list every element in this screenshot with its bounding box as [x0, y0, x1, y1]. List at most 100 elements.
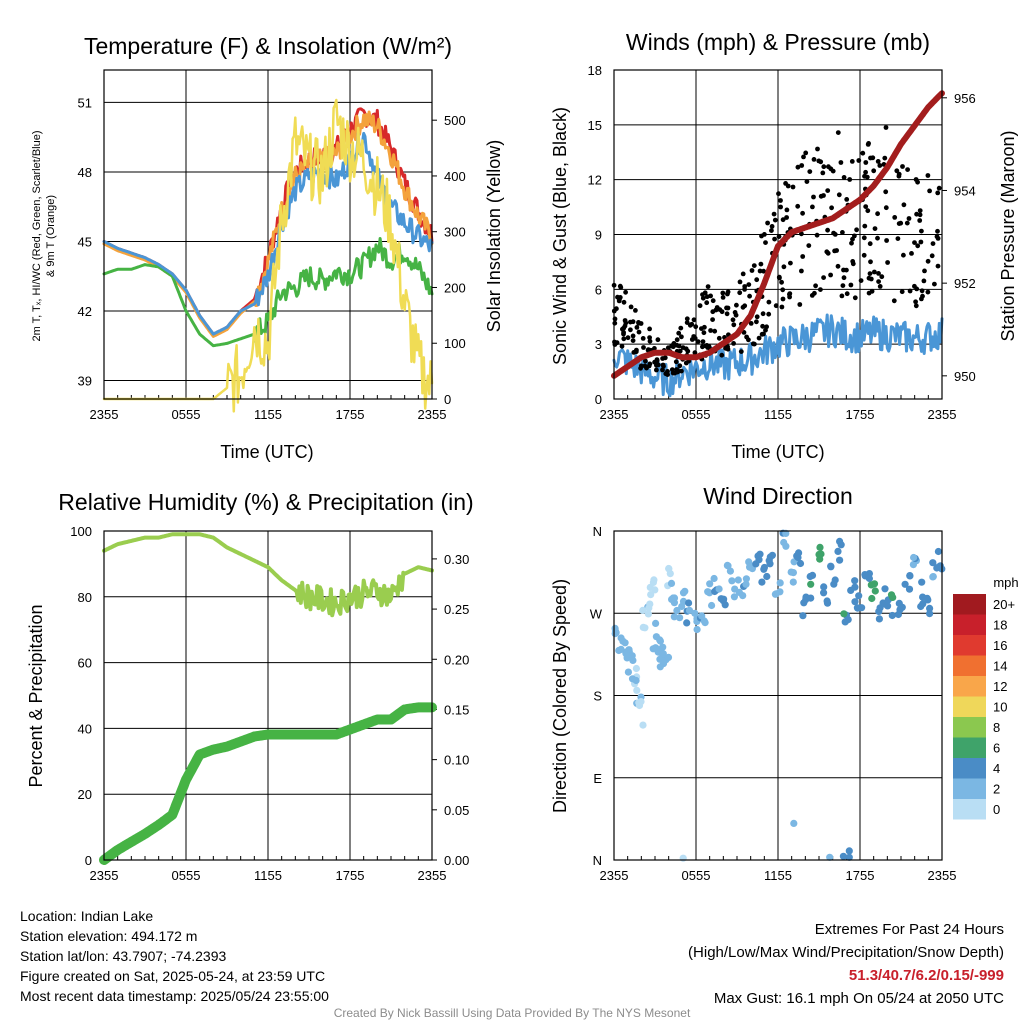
- gust-point: [710, 317, 715, 322]
- wind-direction-point: [676, 614, 684, 622]
- extremes-title: Extremes For Past 24 Hours: [814, 921, 1004, 938]
- gust-point: [847, 177, 853, 182]
- gust-point: [891, 298, 897, 304]
- gust-point: [883, 205, 889, 211]
- gust-point: [706, 344, 712, 349]
- gust-point: [697, 303, 703, 309]
- precipitation-line: [99, 702, 437, 865]
- wind-direction-point: [831, 576, 839, 584]
- gust-point: [730, 317, 736, 323]
- colorbar-label: 20+: [993, 597, 1015, 612]
- winds-y-tick-label: 15: [588, 118, 602, 133]
- temperature-x-axis-title: Time (UTC): [220, 442, 313, 462]
- wind-direction-point: [683, 619, 691, 627]
- gust-point: [724, 311, 730, 317]
- wind-direction-point: [929, 559, 937, 567]
- temperature-x-tick-label: 1755: [336, 407, 365, 422]
- gust-point: [894, 168, 900, 174]
- gust-point: [797, 302, 803, 307]
- wind-direction-y-tick-label: W: [590, 606, 603, 621]
- gust-point: [882, 155, 888, 161]
- colorbar-swatch: [953, 717, 986, 738]
- gust-point: [780, 296, 786, 302]
- temperature-y-tick-label: 51: [78, 95, 92, 110]
- winds-left-axis-title: Sonic Wind & Gust (Blue, Black): [550, 107, 570, 365]
- wind-direction-point: [656, 636, 664, 644]
- wind-direction-point: [790, 819, 798, 828]
- wind-direction-point: [816, 543, 824, 552]
- winds-series-group: [611, 90, 945, 398]
- temperature-right-tick-label: 300: [444, 225, 466, 240]
- gust-point: [740, 271, 746, 277]
- gust-point: [687, 322, 693, 328]
- gust-point: [754, 319, 759, 325]
- gust-point: [647, 326, 652, 332]
- gust-point: [936, 185, 942, 191]
- gust-point: [779, 304, 785, 310]
- gust-point: [771, 211, 777, 217]
- colorbar-swatch: [953, 614, 986, 635]
- gust-point: [764, 324, 769, 330]
- gust-point: [612, 342, 618, 347]
- relative-humidity-line: [102, 532, 434, 618]
- wind-direction-point: [799, 612, 807, 620]
- temperature-y-tick-label: 42: [78, 304, 92, 319]
- gust-point: [625, 335, 631, 341]
- wind-direction-point: [840, 610, 848, 618]
- gust-point: [826, 164, 831, 170]
- wind-direction-point: [691, 609, 699, 617]
- gust-point: [919, 296, 924, 302]
- colorbar-label: 2: [993, 782, 1000, 797]
- temperature-y-tick-label: 39: [78, 373, 92, 388]
- temperature-panel-title: Temperature (F) & Insolation (W/m²): [84, 33, 452, 59]
- colorbar-label: 14: [993, 659, 1007, 674]
- gust-point: [925, 258, 931, 264]
- gust-point: [754, 277, 760, 283]
- wind-direction-point: [701, 619, 709, 627]
- wind-direction-point: [807, 594, 815, 602]
- wind-direction-point: [934, 547, 943, 556]
- gust-point: [660, 362, 666, 368]
- wind-direction-point: [710, 574, 718, 583]
- gust-point: [655, 337, 661, 343]
- wind-direction-y-tick-label: E: [593, 771, 602, 786]
- colorbar-swatch: [953, 635, 986, 656]
- wind-direction-x-tick-label: 1155: [764, 868, 792, 883]
- humidity-y-tick-label: 80: [78, 590, 92, 605]
- gust-point: [858, 278, 864, 283]
- gust-point: [900, 164, 905, 169]
- wind-direction-point: [808, 571, 817, 580]
- wind-direction-point: [782, 529, 790, 538]
- wind-direction-left-axis-title: Direction (Colored By Speed): [550, 579, 570, 813]
- gust-point: [787, 294, 792, 300]
- gust-point: [684, 320, 690, 325]
- gust-point: [849, 159, 855, 164]
- gust-point: [875, 159, 881, 164]
- gust-point: [935, 190, 941, 196]
- gust-point: [724, 305, 729, 311]
- station-latlon: Station lat/lon: 43.7907; -74.2393: [20, 948, 227, 964]
- wind-direction-point: [827, 563, 835, 571]
- wind-direction-point: [670, 594, 679, 602]
- gust-point: [766, 311, 772, 317]
- gust-point: [763, 240, 768, 246]
- wind-direction-point: [647, 591, 655, 599]
- gust-point: [799, 231, 804, 237]
- wind-direction-point: [639, 721, 647, 729]
- winds-right-tick-label: 954: [954, 183, 976, 198]
- gust-point: [760, 323, 765, 329]
- gust-point: [636, 329, 642, 335]
- gust-point: [720, 295, 726, 300]
- wind-direction-point: [881, 585, 889, 593]
- station-elevation: Station elevation: 494.172 m: [20, 928, 198, 944]
- gust-point: [679, 334, 684, 340]
- colorbar-label: 0: [993, 802, 1000, 817]
- winds-plot-frame: [613, 69, 943, 400]
- gust-point: [640, 336, 646, 341]
- extremes-summary: Extremes For Past 24 Hours (High/Low/Max…: [688, 918, 1004, 1010]
- gust-point: [820, 170, 826, 176]
- gust-point: [856, 158, 862, 163]
- gust-point: [788, 260, 793, 266]
- wind-direction-point: [639, 606, 647, 615]
- wind-direction-point: [730, 593, 739, 601]
